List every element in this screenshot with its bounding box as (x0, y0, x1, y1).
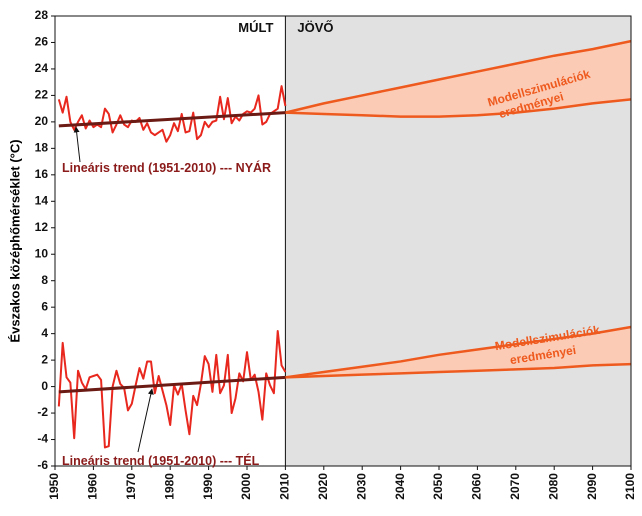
x-tick-label: 1980 (162, 473, 176, 500)
model-band-upper (285, 325, 632, 379)
x-tick-label: 2040 (393, 473, 407, 500)
x-tick-label: 1970 (124, 473, 138, 500)
x-tick-label: 2060 (470, 473, 484, 500)
y-tick-label: 26 (35, 35, 49, 49)
plot-frame (54, 15, 632, 467)
y-tick-label: 0 (41, 379, 48, 393)
x-tick-label: 2050 (431, 473, 445, 500)
x-tick-label: 1960 (86, 473, 100, 500)
y-tick-label: 12 (35, 220, 49, 234)
x-tick-label: 2100 (623, 473, 637, 500)
y-axis-label: Évszakos középhőmérséklet (°C) (7, 139, 22, 342)
period-label: JÖVŐ (297, 20, 333, 35)
trend-annotation: Lineáris trend (1951-2010) --- NYÁR (62, 160, 271, 175)
x-tick-label: 2090 (585, 473, 599, 500)
trend-annotation: Lineáris trend (1951-2010) --- TÉL (62, 453, 260, 468)
x-tick-label: 2000 (239, 473, 253, 500)
y-tick-label: 2 (41, 352, 48, 366)
model-band (285, 41, 631, 117)
y-tick-label: 22 (35, 88, 49, 102)
model-band-lower (285, 98, 632, 118)
y-tick-label: 8 (41, 273, 48, 287)
observed-line (57, 330, 287, 449)
trend-line (58, 375, 286, 394)
y-tick-label: 10 (35, 246, 49, 260)
x-tick-label: 1950 (47, 473, 61, 500)
y-tick-label: -2 (37, 405, 48, 419)
y-tick-label: 24 (35, 61, 49, 75)
y-tick-label: -6 (37, 458, 48, 472)
x-tick-label: 2030 (354, 473, 368, 500)
model-band-lower (285, 362, 632, 379)
x-tick-label: 2070 (508, 473, 522, 500)
y-tick-label: 14 (35, 193, 49, 207)
period-label: MÚLT (238, 20, 273, 35)
y-tick-label: 6 (41, 299, 48, 313)
y-tick-label: -4 (37, 432, 48, 446)
model-band-upper (285, 39, 632, 114)
y-tick-label: 20 (35, 114, 49, 128)
x-tick-label: 2080 (546, 473, 560, 500)
x-tick-label: 2020 (316, 473, 330, 500)
annotation-arrow (73, 126, 81, 163)
model-band (285, 327, 631, 378)
y-tick-label: 4 (41, 326, 48, 340)
x-tick-label: 1990 (201, 473, 215, 500)
y-tick-label: 28 (35, 8, 49, 22)
trend-line (58, 111, 286, 128)
y-tick-label: 18 (35, 141, 49, 155)
y-tick-label: 16 (35, 167, 49, 181)
x-tick-label: 2010 (278, 473, 292, 500)
annotation-arrow (137, 388, 154, 453)
